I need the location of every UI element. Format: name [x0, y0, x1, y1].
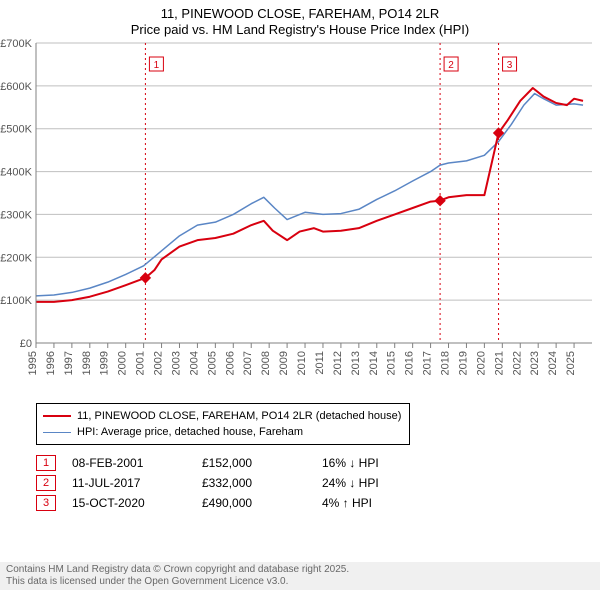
svg-text:£300K: £300K [0, 210, 32, 222]
event-number-box: 2 [36, 475, 56, 491]
svg-text:2000: 2000 [117, 351, 129, 375]
svg-text:1999: 1999 [99, 351, 111, 375]
svg-text:1996: 1996 [45, 351, 57, 375]
legend-item: HPI: Average price, detached house, Fare… [43, 424, 401, 440]
svg-text:£500K: £500K [0, 124, 32, 136]
svg-text:2001: 2001 [135, 351, 147, 375]
svg-text:2002: 2002 [153, 351, 165, 375]
svg-text:1995: 1995 [27, 351, 39, 375]
svg-text:1: 1 [154, 60, 160, 71]
svg-text:2022: 2022 [511, 351, 523, 375]
svg-text:2013: 2013 [350, 351, 362, 375]
svg-text:£200K: £200K [0, 252, 32, 264]
event-row: 2 11-JUL-2017£332,00024% ↓ HPI [36, 473, 442, 493]
svg-text:1997: 1997 [63, 351, 75, 375]
line-chart: £0 £100K £200K £300K £400K £500K £600K £700K 199… [0, 37, 600, 397]
svg-text:£700K: £700K [0, 38, 32, 50]
event-number-box: 3 [36, 495, 56, 511]
svg-text:2006: 2006 [224, 351, 236, 375]
legend-label: HPI: Average price, detached house, Fare… [77, 426, 303, 438]
event-price: £332,000 [202, 473, 322, 493]
chart-titles: 11, PINEWOOD CLOSE, FAREHAM, PO14 2LR Pr… [0, 0, 600, 37]
footer-line1: Contains HM Land Registry data © Crown c… [6, 564, 594, 576]
event-row: 1 08-FEB-2001£152,00016% ↓ HPI [36, 453, 442, 473]
footer-attribution: Contains HM Land Registry data © Crown c… [0, 562, 600, 590]
event-row: 3 15-OCT-2020£490,0004% ↑ HPI [36, 493, 442, 513]
svg-text:2024: 2024 [547, 351, 559, 375]
svg-text:2016: 2016 [404, 351, 416, 375]
legend: 11, PINEWOOD CLOSE, FAREHAM, PO14 2LR (d… [36, 403, 410, 445]
svg-text:£600K: £600K [0, 81, 32, 93]
legend-swatch [43, 415, 71, 417]
svg-text:2003: 2003 [170, 351, 182, 375]
svg-text:2020: 2020 [475, 351, 487, 375]
svg-text:3: 3 [507, 60, 513, 71]
svg-text:2009: 2009 [278, 351, 290, 375]
svg-text:2008: 2008 [260, 351, 272, 375]
title-line1: 11, PINEWOOD CLOSE, FAREHAM, PO14 2LR [0, 6, 600, 22]
svg-text:2014: 2014 [368, 351, 380, 375]
event-price: £152,000 [202, 453, 322, 473]
svg-text:2015: 2015 [386, 351, 398, 375]
chart-area: £0 £100K £200K £300K £400K £500K £600K £700K 199… [0, 37, 600, 397]
legend-label: 11, PINEWOOD CLOSE, FAREHAM, PO14 2LR (d… [77, 410, 401, 422]
svg-text:2021: 2021 [493, 351, 505, 375]
svg-text:£400K: £400K [0, 167, 32, 179]
svg-text:2019: 2019 [457, 351, 469, 375]
svg-text:2025: 2025 [565, 351, 577, 375]
svg-text:1998: 1998 [81, 351, 93, 375]
events-table: 1 08-FEB-2001£152,00016% ↓ HPI 2 11-JUL-201… [36, 453, 600, 513]
event-delta: 16% ↓ HPI [322, 453, 442, 473]
svg-text:£100K: £100K [0, 295, 32, 307]
svg-text:2011: 2011 [314, 351, 326, 375]
svg-text:2012: 2012 [332, 351, 344, 375]
svg-text:2018: 2018 [440, 351, 452, 375]
legend-item: 11, PINEWOOD CLOSE, FAREHAM, PO14 2LR (d… [43, 408, 401, 424]
event-price: £490,000 [202, 493, 322, 513]
footer-line2: This data is licensed under the Open Gov… [6, 576, 594, 588]
legend-swatch [43, 432, 71, 433]
title-line2: Price paid vs. HM Land Registry's House … [0, 22, 600, 38]
svg-text:2017: 2017 [422, 351, 434, 375]
event-date: 15-OCT-2020 [72, 493, 202, 513]
event-number-box: 1 [36, 455, 56, 471]
svg-text:2023: 2023 [529, 351, 541, 375]
svg-text:2004: 2004 [188, 351, 200, 375]
event-delta: 4% ↑ HPI [322, 493, 442, 513]
svg-text:£0: £0 [20, 338, 32, 350]
event-date: 08-FEB-2001 [72, 453, 202, 473]
event-date: 11-JUL-2017 [72, 473, 202, 493]
svg-text:2005: 2005 [206, 351, 218, 375]
svg-text:2: 2 [448, 60, 454, 71]
svg-text:2007: 2007 [242, 351, 254, 375]
event-delta: 24% ↓ HPI [322, 473, 442, 493]
svg-text:2010: 2010 [296, 351, 308, 375]
